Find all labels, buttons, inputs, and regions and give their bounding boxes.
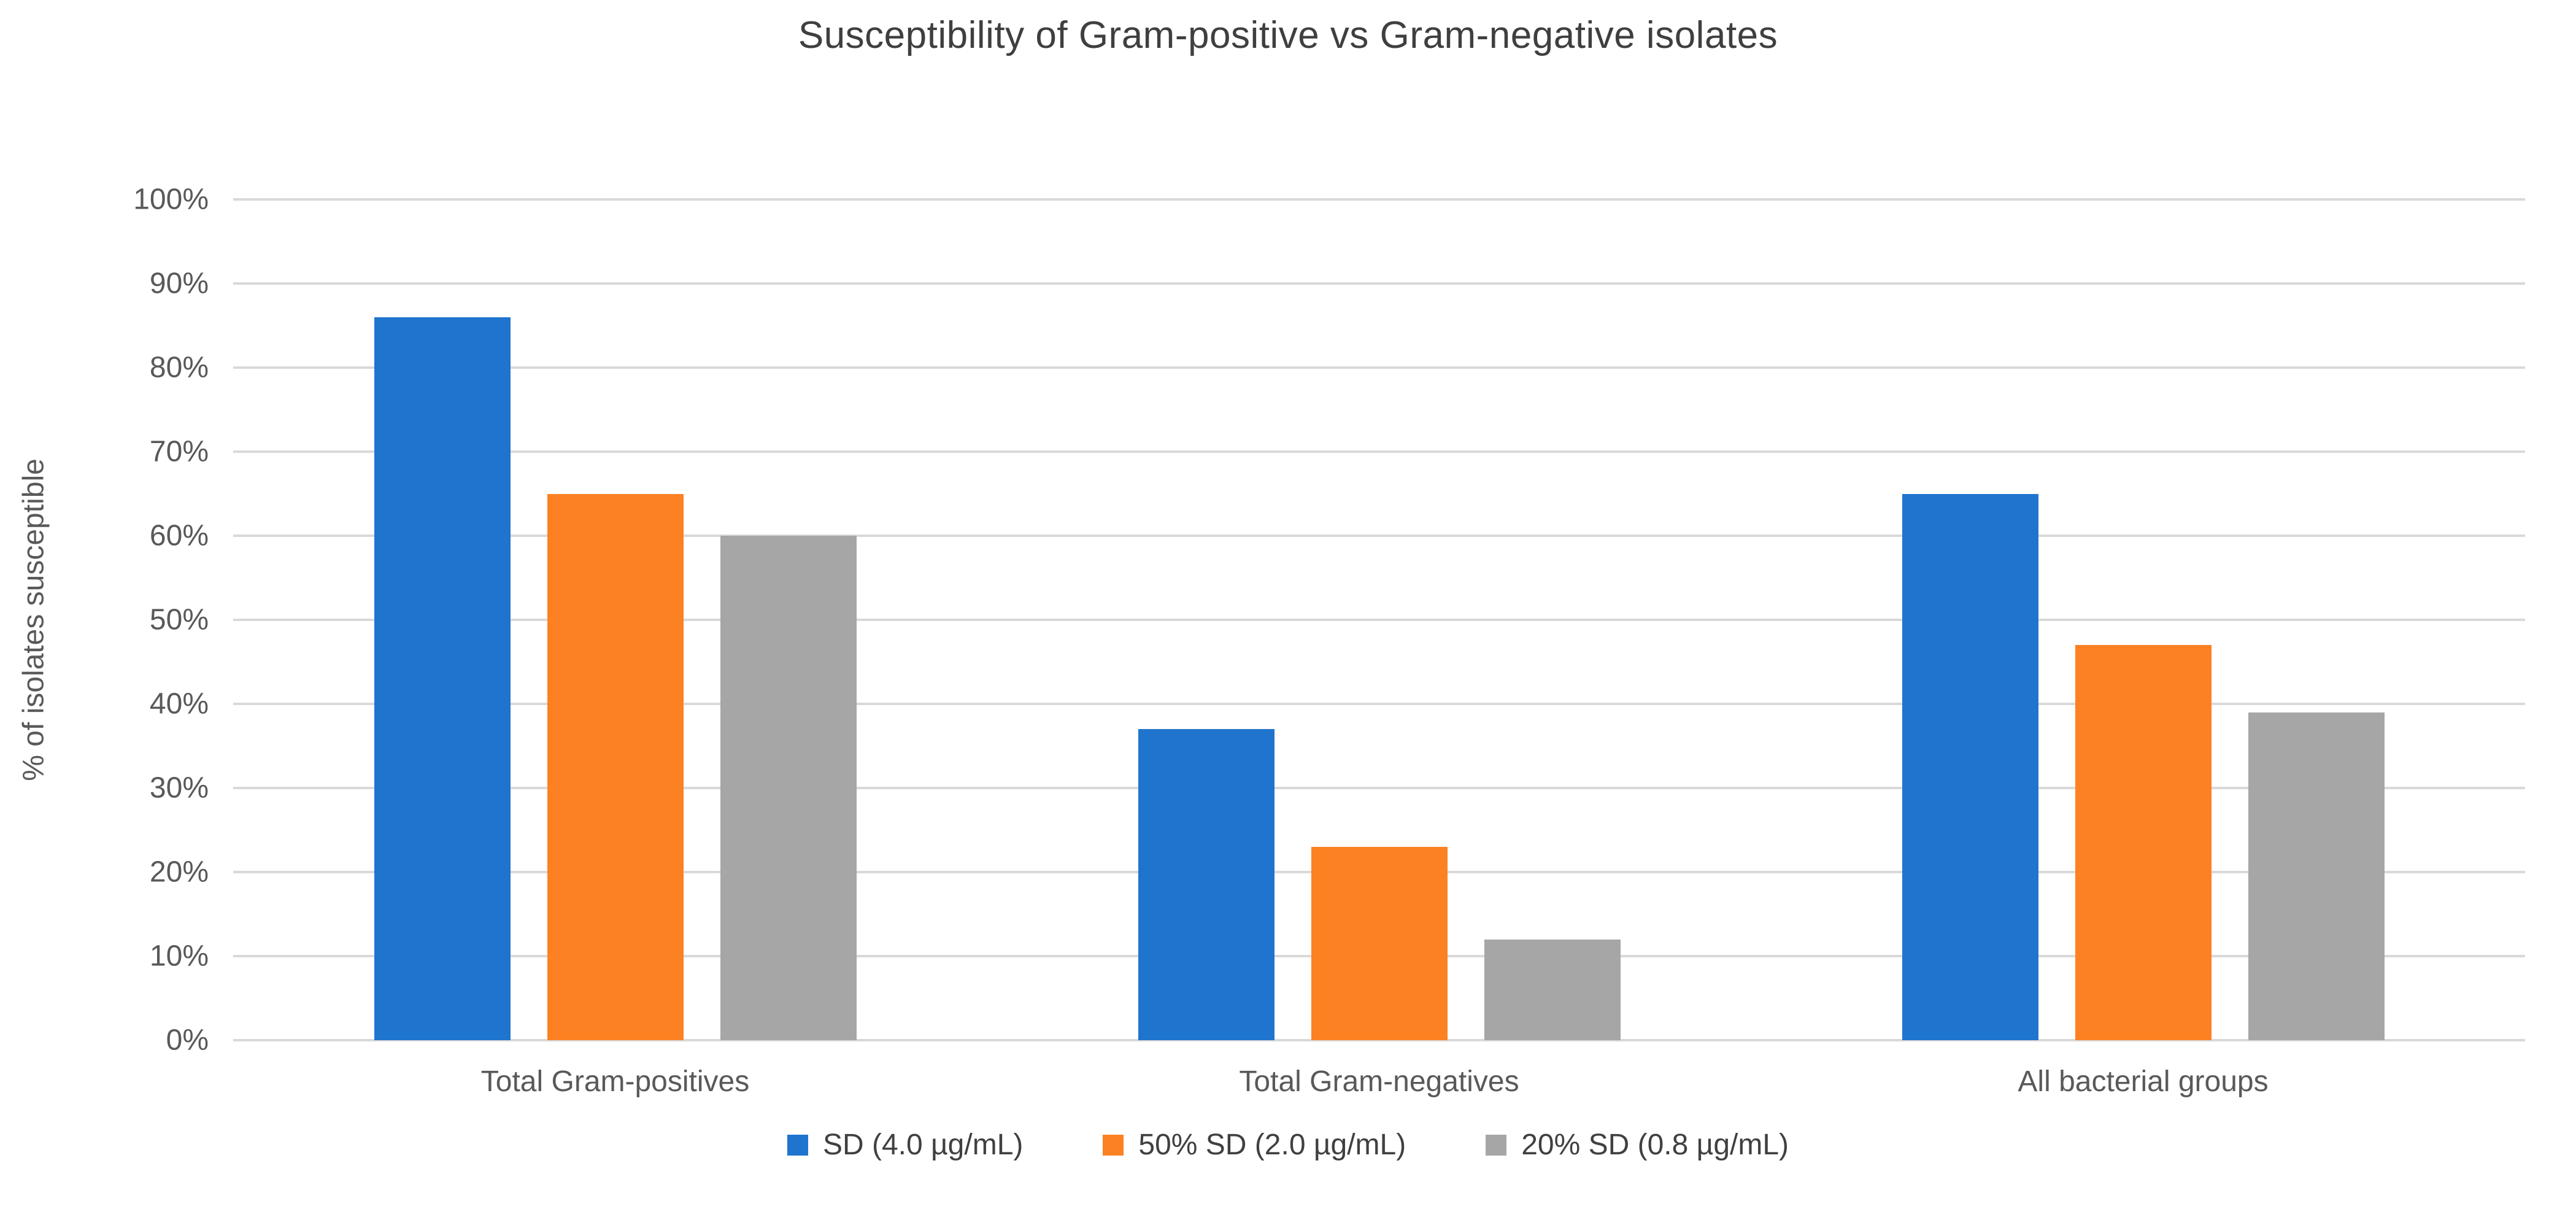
bar bbox=[374, 317, 511, 1040]
legend-item: 20% SD (0.8 µg/mL) bbox=[1486, 1128, 1789, 1162]
gridline bbox=[233, 787, 2525, 789]
legend-item: SD (4.0 µg/mL) bbox=[787, 1128, 1023, 1162]
gridline bbox=[233, 619, 2525, 621]
y-tick-label: 70% bbox=[149, 435, 209, 468]
y-tick-label: 10% bbox=[149, 940, 209, 973]
category-label: All bacterial groups bbox=[2018, 1065, 2269, 1098]
y-tick-label: 20% bbox=[149, 855, 209, 889]
gridline bbox=[233, 535, 2525, 537]
legend-label: SD (4.0 µg/mL) bbox=[822, 1129, 1024, 1161]
y-tick-label: 50% bbox=[149, 603, 209, 636]
bar bbox=[547, 493, 684, 1040]
y-axis: 0% 10% 20% 30% 40% 50% 60% 70% 80% 90% 100% bbox=[0, 183, 209, 1057]
bar bbox=[2248, 712, 2385, 1040]
category-label: Total Gram-positives bbox=[480, 1065, 750, 1098]
gridline bbox=[233, 450, 2525, 453]
legend-label: 20% SD (0.8 µg/mL) bbox=[1521, 1129, 1789, 1161]
legend-swatch-icon bbox=[1103, 1134, 1124, 1156]
y-tick-label: 60% bbox=[149, 519, 209, 552]
y-tick-label: 100% bbox=[133, 183, 209, 216]
bar bbox=[1902, 493, 2038, 1040]
legend-item: 50% SD (2.0 µg/mL) bbox=[1103, 1128, 1406, 1162]
legend: SD (4.0 µg/mL) 50% SD (2.0 µg/mL) 20% SD (… bbox=[0, 1128, 2576, 1162]
y-tick-label: 0% bbox=[166, 1024, 209, 1057]
gridline bbox=[233, 198, 2525, 201]
y-tick-label: 90% bbox=[149, 267, 209, 300]
chart-title: Susceptibility of Gram-positive vs Gram-… bbox=[798, 14, 1778, 56]
bar bbox=[1311, 846, 1448, 1040]
bar-group bbox=[1761, 199, 2525, 1040]
y-tick-label: 40% bbox=[149, 687, 209, 720]
legend-swatch-icon bbox=[787, 1134, 808, 1156]
y-tick-label: 30% bbox=[149, 771, 209, 805]
gridline bbox=[233, 366, 2525, 369]
bar-groups bbox=[233, 199, 2525, 1040]
bar bbox=[720, 536, 857, 1040]
legend-swatch-icon bbox=[1486, 1134, 1507, 1156]
y-tick-label: 80% bbox=[149, 351, 209, 384]
gridline bbox=[233, 1039, 2525, 1041]
bar bbox=[2075, 645, 2212, 1040]
bar bbox=[1484, 939, 1621, 1040]
plot-area bbox=[233, 198, 2525, 1041]
bar bbox=[1138, 729, 1275, 1040]
x-axis: Total Gram-positives Total Gram-negatives… bbox=[233, 1065, 2525, 1098]
gridline bbox=[233, 282, 2525, 285]
bar-group bbox=[997, 199, 1761, 1040]
category-label: Total Gram-negatives bbox=[1239, 1065, 1519, 1098]
legend-label: 50% SD (2.0 µg/mL) bbox=[1138, 1129, 1406, 1161]
bar-group bbox=[233, 199, 997, 1040]
gridline bbox=[233, 703, 2525, 705]
